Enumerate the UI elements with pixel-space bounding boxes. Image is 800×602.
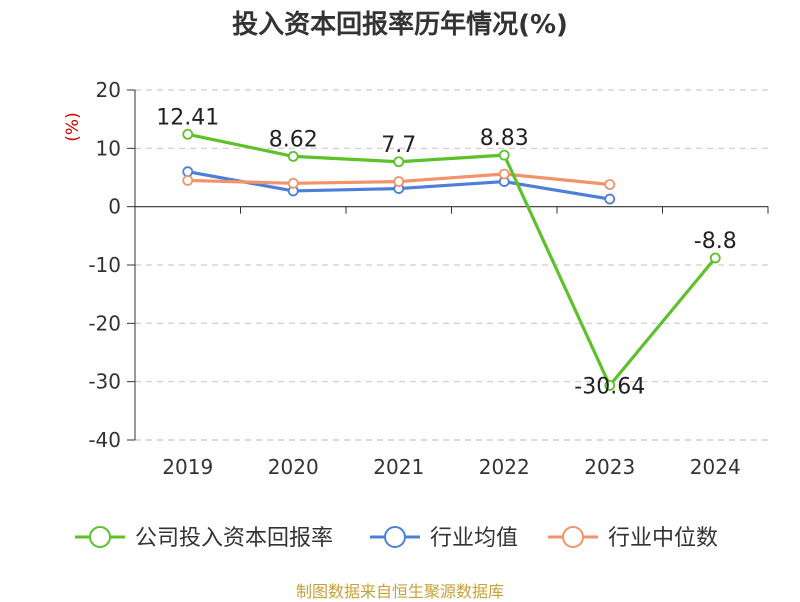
y-tick-label: -40 — [88, 428, 121, 452]
data-point — [287, 177, 299, 189]
x-tick-label: 2023 — [584, 455, 635, 479]
data-point — [182, 128, 194, 140]
data-point — [604, 179, 616, 190]
x-tick-label: 2020 — [268, 455, 319, 479]
legend: 公司投入资本回报率 行业均值 行业中位数 — [75, 526, 718, 551]
data-point — [604, 193, 616, 205]
legend-swatch-marker — [384, 526, 406, 548]
data-point — [498, 149, 510, 161]
data-label: 8.83 — [480, 126, 529, 151]
chart-title: 投入资本回报率历年情况(%) — [232, 10, 568, 40]
data-point — [709, 252, 721, 264]
data-label: 8.62 — [269, 127, 318, 152]
axes: 20 10 0 -10 -20 -30 -40 2019 2020 2021 2022 2023 202… — [63, 78, 769, 479]
x-tick-label: 2024 — [690, 455, 741, 479]
series-line — [187, 132, 717, 387]
data-label: -8.8 — [694, 229, 737, 254]
y-tick-label: 10 — [96, 136, 121, 160]
data-point — [498, 168, 510, 180]
legend-swatch-marker — [89, 526, 111, 548]
y-tick-label: -10 — [88, 253, 121, 277]
y-tick-label: -30 — [88, 370, 121, 394]
x-tick-label: 2022 — [479, 455, 530, 479]
x-tick-label: 2021 — [373, 455, 424, 479]
y-tick-label: 0 — [108, 195, 121, 219]
data-point — [393, 176, 405, 187]
source-note: 制图数据来自恒生聚源数据库 — [295, 582, 504, 601]
y-tick-label: 20 — [96, 78, 121, 102]
data-point — [287, 150, 299, 162]
legend-swatch-marker — [562, 526, 584, 548]
data-label: 7.7 — [381, 133, 416, 158]
data-point — [182, 175, 194, 186]
data-label: 12.41 — [156, 105, 219, 130]
x-tick-label: 2019 — [162, 455, 213, 479]
series-group — [182, 128, 721, 391]
legend-label: 公司投入资本回报率 — [135, 526, 333, 551]
data-point — [393, 156, 405, 168]
y-axis-label: (%) — [63, 112, 83, 141]
legend-label: 行业中位数 — [608, 526, 718, 551]
data-labels: 12.41 8.62 7.7 8.83 -30.64 -8.8 — [156, 105, 736, 399]
y-tick-label: -20 — [88, 311, 121, 335]
legend-label: 行业均值 — [430, 526, 518, 551]
data-point — [604, 379, 616, 391]
data-label: -30.64 — [574, 374, 645, 399]
data-point — [182, 166, 194, 178]
